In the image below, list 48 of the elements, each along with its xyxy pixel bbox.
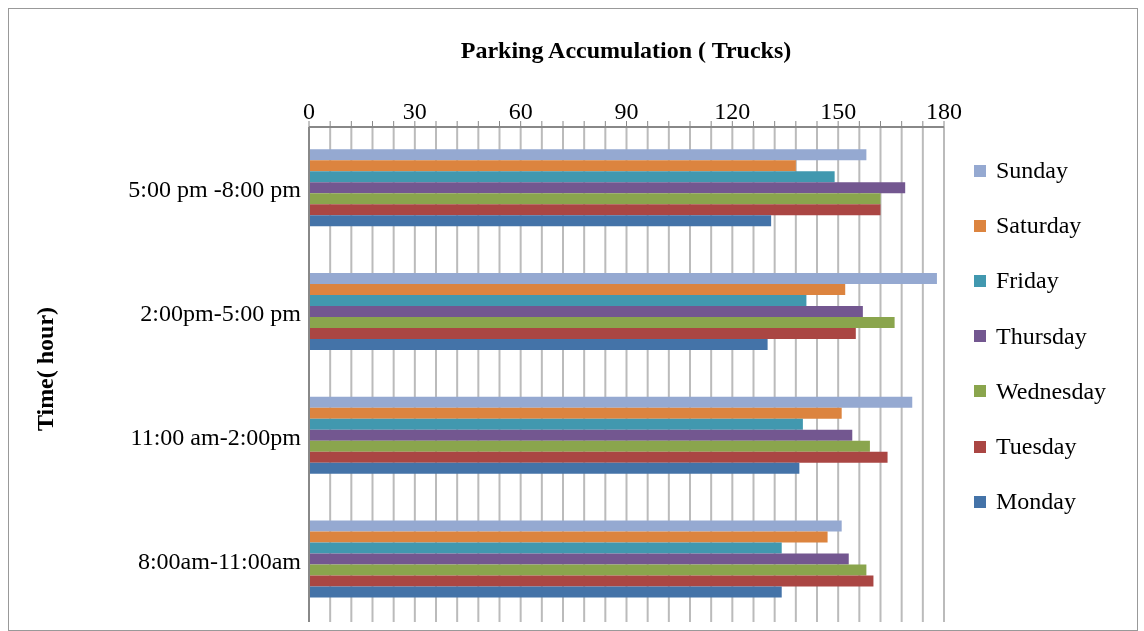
- legend-label: Saturday: [996, 212, 1082, 240]
- x-tick-label: 90: [614, 98, 639, 124]
- bar: [309, 451, 888, 463]
- legend-label: Tuesday: [996, 433, 1077, 461]
- bar: [309, 160, 796, 172]
- y-tick-label: 5:00 pm -8:00 pm: [128, 176, 302, 203]
- bar: [309, 418, 803, 430]
- bar: [309, 328, 856, 340]
- legend-label: Monday: [996, 488, 1076, 516]
- bar: [309, 204, 881, 216]
- x-tick-label: 0: [303, 98, 315, 124]
- bar: [309, 575, 874, 587]
- bar: [309, 317, 895, 329]
- bar: [309, 429, 853, 441]
- bar: [309, 520, 842, 532]
- y-axis-title: Time( hour): [31, 306, 59, 432]
- bar: [309, 182, 906, 194]
- x-tick-label: 150: [820, 98, 857, 124]
- bar: [309, 564, 867, 576]
- x-tick-label: 180: [926, 98, 962, 124]
- legend-label: Thursday: [996, 322, 1087, 350]
- bar: [309, 284, 846, 296]
- bar: [309, 171, 835, 183]
- bar: [309, 462, 800, 474]
- bar: [309, 273, 937, 285]
- bar: [309, 215, 772, 227]
- bar: [309, 295, 807, 307]
- legend-label: Sunday: [996, 157, 1068, 185]
- legend-label: Wednesday: [996, 377, 1107, 405]
- x-tick-label: 120: [714, 98, 751, 124]
- bar: [309, 531, 828, 543]
- bar: [309, 542, 782, 554]
- bar: [309, 586, 782, 598]
- bar: [309, 306, 863, 318]
- bar: [309, 339, 768, 351]
- y-tick-label: 11:00 am-2:00pm: [130, 423, 302, 450]
- bar: [309, 407, 842, 419]
- bar: [309, 193, 881, 205]
- y-tick-label: 8:00am-11:00am: [137, 547, 302, 574]
- legend-label: Friday: [996, 267, 1059, 295]
- bar: [309, 440, 870, 452]
- bar: [309, 149, 867, 161]
- bar: [309, 396, 913, 408]
- x-tick-label: 60: [508, 98, 533, 124]
- y-tick-label: 2:00pm-5:00 pm: [140, 300, 302, 327]
- x-tick-label: 30: [402, 98, 427, 124]
- x-axis-title: Parking Accumulation ( Trucks): [459, 37, 793, 64]
- bar: [309, 553, 849, 565]
